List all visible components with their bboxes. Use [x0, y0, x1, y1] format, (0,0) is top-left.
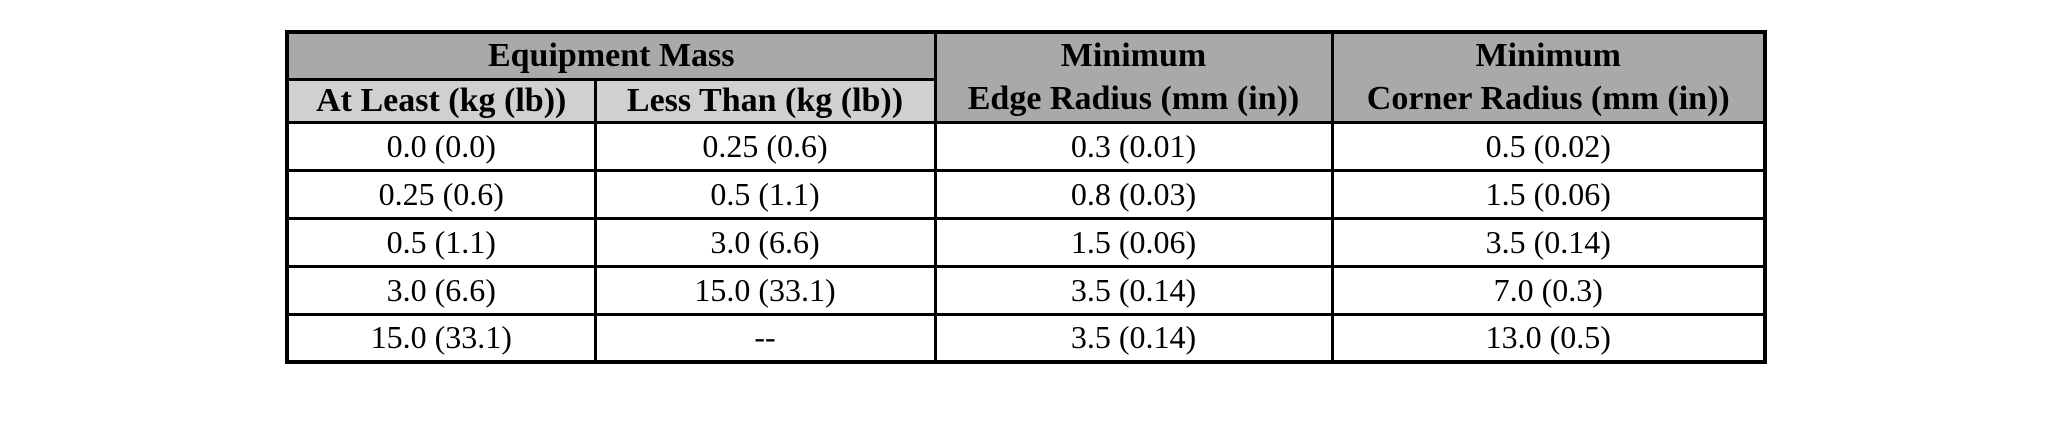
cell-at-least: 0.5 (1.1)	[285, 216, 597, 268]
cell-edge-radius: 0.3 (0.01)	[933, 120, 1334, 172]
cell-corner-radius: 0.5 (0.02)	[1330, 120, 1767, 172]
cell-edge-radius: 0.8 (0.03)	[933, 168, 1334, 220]
table-row: 0.5 (1.1) 3.0 (6.6) 1.5 (0.06) 3.5 (0.14…	[285, 216, 1767, 268]
cell-less-than: 15.0 (33.1)	[593, 264, 937, 316]
header-min-edge-radius-line2: Edge Radius (mm (in))	[967, 80, 1300, 118]
header-min-corner-radius: Minimum Corner Radius (mm (in))	[1330, 30, 1767, 124]
cell-less-than: 0.25 (0.6)	[593, 120, 937, 172]
header-min-edge-radius: Minimum Edge Radius (mm (in))	[933, 30, 1334, 124]
table-body: 0.0 (0.0) 0.25 (0.6) 0.3 (0.01) 0.5 (0.0…	[285, 120, 1767, 364]
cell-corner-radius: 7.0 (0.3)	[1330, 264, 1767, 316]
cell-corner-radius: 13.0 (0.5)	[1330, 312, 1767, 364]
header-less-than: Less Than (kg (lb))	[593, 77, 937, 124]
header-equipment-mass: Equipment Mass	[285, 30, 937, 81]
cell-edge-radius: 3.5 (0.14)	[933, 312, 1334, 364]
cell-less-than: 0.5 (1.1)	[593, 168, 937, 220]
table-row: 3.0 (6.6) 15.0 (33.1) 3.5 (0.14) 7.0 (0.…	[285, 264, 1767, 316]
cell-less-than: --	[593, 312, 937, 364]
cell-at-least: 15.0 (33.1)	[285, 312, 597, 364]
header-row-top: Equipment Mass Minimum Edge Radius (mm (…	[285, 30, 1767, 124]
header-min-edge-radius-line1: Minimum	[1060, 37, 1207, 75]
cell-at-least: 3.0 (6.6)	[285, 264, 597, 316]
cell-at-least: 0.25 (0.6)	[285, 168, 597, 220]
table-row: 0.25 (0.6) 0.5 (1.1) 0.8 (0.03) 1.5 (0.0…	[285, 168, 1767, 220]
cell-corner-radius: 1.5 (0.06)	[1330, 168, 1767, 220]
cell-corner-radius: 3.5 (0.14)	[1330, 216, 1767, 268]
header-at-least: At Least (kg (lb))	[285, 77, 597, 124]
header-min-corner-radius-line1: Minimum	[1475, 37, 1621, 75]
cell-less-than: 3.0 (6.6)	[593, 216, 937, 268]
equipment-mass-radius-table: Equipment Mass Minimum Edge Radius (mm (…	[285, 30, 1767, 364]
header-min-corner-radius-line2: Corner Radius (mm (in))	[1366, 80, 1730, 118]
table-row: 15.0 (33.1) -- 3.5 (0.14) 13.0 (0.5)	[285, 312, 1767, 364]
cell-edge-radius: 1.5 (0.06)	[933, 216, 1334, 268]
table-header: Equipment Mass Minimum Edge Radius (mm (…	[285, 30, 1767, 124]
cell-at-least: 0.0 (0.0)	[285, 120, 597, 172]
cell-edge-radius: 3.5 (0.14)	[933, 264, 1334, 316]
header-row-sub: At Least (kg (lb)) Less Than (kg (lb))	[285, 77, 1765, 124]
table-row: 0.0 (0.0) 0.25 (0.6) 0.3 (0.01) 0.5 (0.0…	[285, 120, 1767, 172]
